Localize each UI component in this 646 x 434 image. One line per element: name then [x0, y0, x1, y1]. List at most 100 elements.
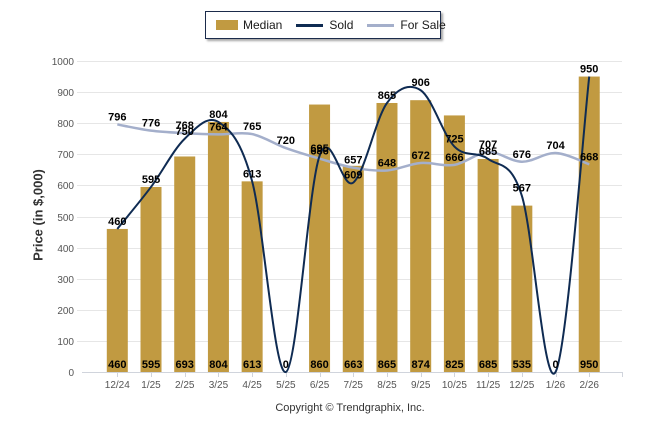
y-tick-label: 800 [57, 119, 74, 130]
sold-data-label: 609 [344, 170, 362, 182]
sold-data-label: 460 [108, 216, 126, 228]
median-data-label: 0 [552, 359, 558, 371]
for-sale-data-label: 666 [445, 152, 463, 164]
median-bar [309, 104, 331, 372]
y-axis-title: Price (in $,000) [30, 169, 46, 261]
median-bar [477, 158, 499, 372]
y-tick-label: 400 [57, 244, 74, 255]
legend-item-for-sale[interactable]: For Sale [367, 18, 446, 32]
median-data-label: 0 [283, 359, 289, 371]
median-data-label: 865 [378, 359, 396, 371]
median-bar [174, 156, 196, 372]
median-data-label: 860 [310, 359, 328, 371]
legend-label-median: Median [243, 18, 283, 32]
x-tick-label: 11/25 [476, 380, 501, 391]
for-sale-data-label: 676 [513, 149, 531, 161]
x-tick-label: 2/25 [175, 380, 195, 391]
median-bars [106, 76, 600, 373]
y-tick-label: 200 [57, 306, 74, 317]
for-sale-data-label: 704 [546, 140, 565, 152]
for-sale-line-swatch-icon [367, 23, 395, 27]
median-data-label: 460 [108, 359, 126, 371]
y-tick-label: 0 [68, 368, 74, 379]
y-tick-label: 500 [57, 213, 74, 224]
x-tick-label: 7/25 [344, 380, 364, 391]
sold-data-label: 613 [243, 168, 261, 180]
y-tick-label: 900 [57, 88, 74, 99]
sold-data-label: 865 [378, 90, 396, 102]
median-bar [578, 76, 600, 373]
median-swatch-icon [216, 20, 238, 30]
sold-line-swatch-icon [296, 23, 324, 27]
x-tick-label: 4/25 [242, 380, 262, 391]
median-data-label: 804 [209, 359, 228, 371]
for-sale-data-label: 686 [310, 146, 328, 158]
sold-data-label: 725 [445, 134, 463, 146]
median-bar [140, 186, 162, 372]
for-sale-data-label: 672 [412, 150, 430, 162]
y-tick-label: 1000 [52, 57, 75, 68]
y-tick-label: 100 [57, 337, 74, 348]
median-data-label: 595 [142, 359, 160, 371]
for-sale-data-label: 764 [209, 121, 228, 133]
median-data-label: 874 [412, 359, 431, 371]
median-data-label: 663 [344, 359, 362, 371]
median-data-label: 535 [513, 359, 531, 371]
x-tick-label: 1/25 [141, 380, 161, 391]
median-bar [443, 115, 465, 373]
y-tick-label: 300 [57, 275, 74, 286]
for-sale-data-label: 707 [479, 139, 497, 151]
for-sale-data-label: 776 [142, 118, 160, 130]
median-bar [207, 121, 229, 373]
legend-label-for-sale: For Sale [400, 18, 446, 32]
median-data-label: 825 [445, 359, 463, 371]
x-tick-label: 12/25 [509, 380, 534, 391]
x-tick-label: 6/25 [310, 380, 330, 391]
sold-data-label: 804 [209, 109, 228, 121]
sold-line [116, 76, 591, 375]
legend-item-sold[interactable]: Sold [296, 18, 353, 32]
legend-label-sold: Sold [329, 18, 354, 32]
x-axis: 12/24 1/25 2/25 3/25 4/25 5/25 6/25 7/25 8/25 9/2… [82, 372, 623, 391]
median-bar [511, 205, 533, 372]
y-axis-ticks: 0 100 200 300 400 500 600 700 800 900 1000 [52, 57, 75, 379]
median-bar [376, 102, 398, 373]
copyright-footer: Copyright © Trendgraphix, Inc. [275, 402, 425, 414]
sold-data-label: 950 [580, 64, 598, 76]
for-sale-data-label: 765 [243, 121, 261, 133]
median-data-label: 613 [243, 359, 261, 371]
median-data-label: 685 [479, 359, 497, 371]
sold-data-label: 750 [176, 126, 194, 138]
x-tick-label: 2/26 [580, 380, 600, 391]
for-sale-line [117, 123, 590, 172]
lines [116, 76, 591, 375]
sold-data-label: 685 [479, 146, 497, 158]
x-tick-label: 3/25 [209, 380, 229, 391]
for-sale-data-label: 657 [344, 155, 362, 167]
for-sale-data-label: 768 [176, 120, 194, 132]
x-tick-label: 10/25 [442, 380, 467, 391]
x-tick-label: 9/25 [411, 380, 431, 391]
x-tick-label: 8/25 [377, 380, 397, 391]
sold-data-label: 595 [142, 174, 160, 186]
x-tick-label: 5/25 [276, 380, 296, 391]
for-sale-data-label: 796 [108, 111, 126, 123]
sold-data-label: 567 [513, 183, 531, 195]
legend: Median Sold For Sale [205, 11, 446, 39]
median-bar [410, 100, 432, 372]
data-labels: 796 776 768 764 765 720 686 657 648 672 666 707 676 7… [108, 64, 598, 371]
legend-item-median[interactable]: Median [216, 18, 282, 32]
for-sale-data-label: 648 [378, 157, 396, 169]
median-bar [342, 165, 364, 372]
x-tick-label: 1/26 [546, 380, 566, 391]
y-tick-label: 700 [57, 150, 74, 161]
sold-data-label: 695 [310, 143, 328, 155]
median-bar [106, 228, 128, 372]
median-data-label: 950 [580, 359, 598, 371]
for-sale-data-label: 668 [580, 151, 598, 163]
sold-data-label: 906 [412, 77, 430, 89]
for-sale-data-label: 720 [277, 135, 295, 147]
median-bar [241, 181, 263, 372]
median-data-label: 693 [176, 359, 194, 371]
